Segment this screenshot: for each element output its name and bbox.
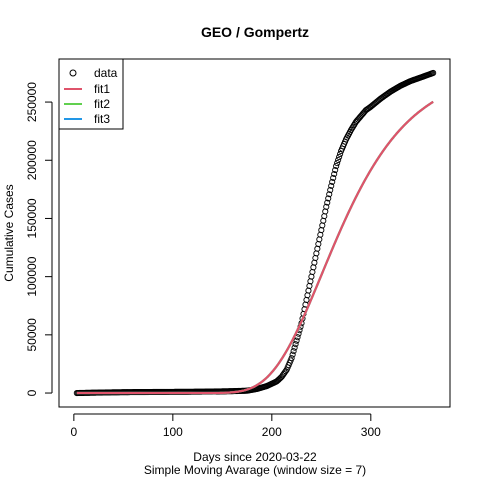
- y-tick-label: 200000: [25, 140, 39, 180]
- data-point: [291, 344, 298, 351]
- x-tick-label: 200: [262, 425, 282, 439]
- data-points: [73, 69, 437, 397]
- legend-label-data: data: [94, 66, 118, 80]
- data-point: [333, 163, 340, 170]
- x-tick-label: 0: [71, 425, 78, 439]
- legend-label-fit1: fit1: [94, 82, 110, 96]
- data-point: [336, 153, 343, 161]
- y-tick-label: 100000: [25, 256, 39, 296]
- y-tick-label: 150000: [25, 198, 39, 238]
- data-point: [335, 156, 342, 164]
- data-point: [289, 351, 296, 358]
- data-point: [337, 150, 344, 158]
- data-point: [326, 191, 333, 198]
- fit-line-fit2: [76, 100, 434, 395]
- y-tick-label: 50000: [25, 318, 39, 352]
- data-point: [334, 160, 341, 167]
- x-tick-label: 100: [163, 425, 183, 439]
- fit-line-fit3: [76, 100, 434, 395]
- data-point: [331, 170, 338, 178]
- data-point: [430, 69, 437, 77]
- x-axis: 0 100 200 300: [71, 413, 381, 439]
- data-point: [292, 341, 299, 348]
- data-point: [324, 199, 331, 206]
- legend-label-fit3: fit3: [94, 112, 110, 126]
- data-point: [325, 195, 332, 202]
- data-point: [327, 187, 334, 194]
- data-point: [293, 337, 300, 344]
- fit-line-fit1: [76, 100, 434, 395]
- data-point: [328, 182, 335, 189]
- y-tick-label: 0: [25, 389, 39, 396]
- fit-lines: [76, 100, 434, 395]
- y-axis-label: Cumulative Cases: [2, 184, 16, 281]
- legend-box: [58, 58, 124, 130]
- y-axis: 0 50000 100000 150000 200000 250000: [25, 82, 53, 396]
- plot-frame: [58, 58, 451, 408]
- data-point: [329, 178, 336, 185]
- legend-data-marker: [69, 69, 77, 77]
- data-point: [332, 166, 339, 174]
- data-point: [330, 174, 337, 181]
- legend: data fit1 fit2 fit3: [58, 58, 124, 130]
- chart-title: GEO / Gompertz: [201, 24, 309, 40]
- legend-label-fit2: fit2: [94, 97, 110, 111]
- x-axis-sublabel: Simple Moving Avarage (window size = 7): [144, 463, 366, 477]
- data-point: [288, 355, 295, 362]
- data-point: [290, 348, 297, 355]
- x-axis-label: Days since 2020-03-22: [193, 450, 317, 464]
- y-tick-label: 250000: [25, 82, 39, 122]
- x-tick-label: 300: [361, 425, 381, 439]
- data-point: [323, 203, 330, 210]
